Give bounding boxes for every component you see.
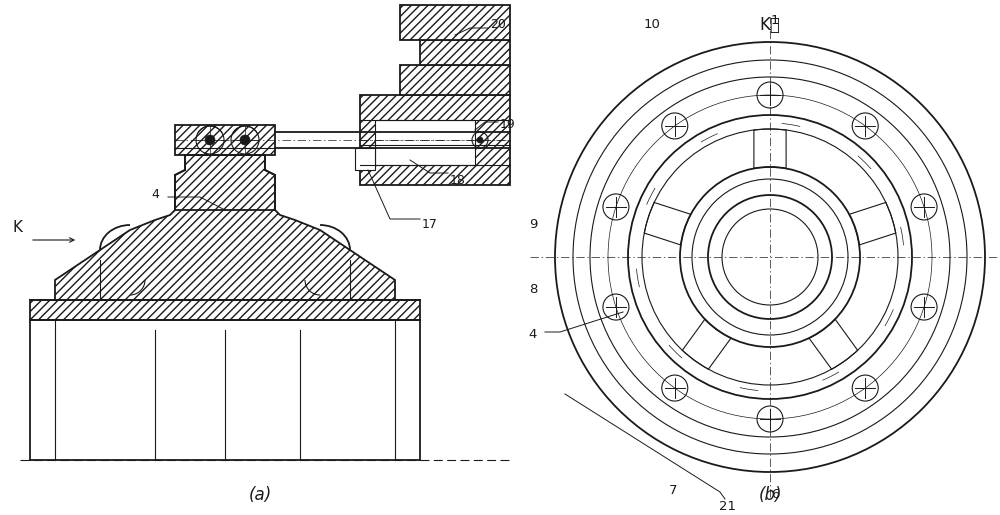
- Bar: [420, 40, 510, 65]
- Text: (a): (a): [248, 486, 272, 504]
- Text: 7: 7: [669, 484, 678, 496]
- Circle shape: [205, 135, 215, 145]
- Text: 21: 21: [718, 501, 736, 513]
- Text: 10: 10: [643, 18, 660, 30]
- Bar: [355, 148, 375, 170]
- Text: 4: 4: [151, 188, 159, 201]
- Bar: [400, 65, 510, 95]
- Circle shape: [240, 135, 250, 145]
- Text: 19: 19: [500, 118, 516, 131]
- Text: 6: 6: [771, 488, 779, 501]
- Text: 4: 4: [529, 328, 537, 341]
- Text: 18: 18: [450, 174, 466, 186]
- Text: 9: 9: [529, 218, 537, 231]
- Bar: [375, 120, 475, 165]
- Text: 8: 8: [529, 283, 537, 296]
- Bar: [400, 5, 510, 40]
- Text: 17: 17: [422, 218, 438, 232]
- Bar: [360, 95, 510, 185]
- Text: 20: 20: [490, 19, 506, 31]
- Bar: [175, 125, 275, 155]
- Polygon shape: [55, 185, 395, 300]
- Text: K向: K向: [760, 16, 780, 34]
- Text: (b): (b): [758, 486, 782, 504]
- Text: K: K: [13, 219, 23, 234]
- Polygon shape: [30, 300, 420, 320]
- Text: 1: 1: [771, 13, 779, 26]
- Circle shape: [477, 137, 483, 143]
- Text: 5: 5: [999, 390, 1000, 403]
- Polygon shape: [175, 155, 275, 210]
